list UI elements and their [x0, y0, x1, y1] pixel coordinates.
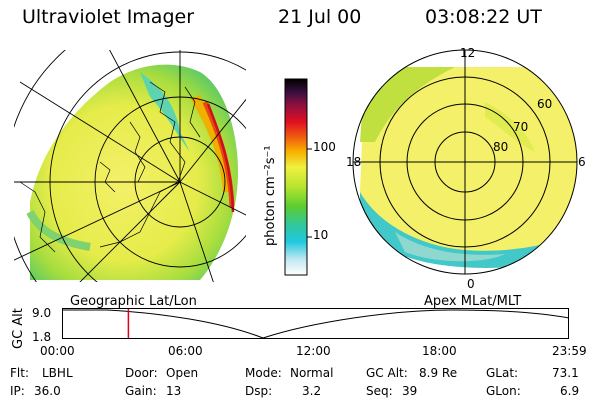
flt-value: LBHL: [42, 366, 73, 380]
x-tick-2359: 23:59: [552, 344, 587, 358]
dsp-key: Dsp:: [245, 384, 273, 398]
polar-plot: [352, 49, 578, 275]
y-tick-bottom: 1.8: [32, 330, 52, 344]
mode-key: Mode:: [245, 366, 282, 380]
observation-date: 21 Jul 00: [278, 6, 362, 28]
glat-value: 73.1: [552, 366, 579, 380]
polar-label-mlt-18: 18: [346, 155, 362, 169]
gc-alt-value: 8.9 Re: [419, 366, 458, 380]
mode-value: Normal: [290, 366, 334, 380]
polar-label-mlt-0: 0: [467, 277, 475, 291]
instrument-title: Ultraviolet Imager: [22, 6, 195, 28]
ip-key: IP:: [10, 384, 25, 398]
polar-label-mlt-6: 6: [578, 155, 586, 169]
flt-key: Flt:: [10, 366, 29, 380]
colorbar-unit-label: photon cm⁻²s⁻¹: [263, 145, 278, 246]
gain-value: 13: [166, 384, 182, 398]
glon-value: 6.9: [560, 384, 580, 398]
door-key: Door:: [125, 366, 158, 380]
colorbar-tick-100: 100: [313, 140, 336, 154]
x-tick-1200: 12:00: [296, 344, 331, 358]
gc-alt-key: GC Alt:: [366, 366, 408, 380]
geographic-image: [14, 50, 246, 282]
ip-value: 36.0: [34, 384, 61, 398]
y-tick-top: 9.0: [32, 306, 52, 320]
polar-label-mlat-60: 60: [537, 97, 553, 111]
polar-label-mlt-12: 12: [460, 46, 476, 60]
polar-label-mlat-80: 80: [493, 140, 509, 154]
gain-key: Gain:: [125, 384, 157, 398]
geographic-label: Geographic Lat/Lon: [70, 294, 197, 309]
glat-key: GLat:: [486, 366, 519, 380]
colorbar-tick-10: 10: [313, 228, 329, 242]
timeline-chart: [62, 308, 570, 339]
observation-time: 03:08:22 UT: [425, 6, 542, 28]
colorbar: [284, 78, 312, 276]
y-axis-label: GC Alt: [11, 308, 26, 349]
glon-key: GLon:: [486, 384, 521, 398]
door-value: Open: [166, 366, 199, 380]
seq-value: 39: [402, 384, 418, 398]
dsp-value: 3.2: [302, 384, 322, 398]
x-tick-1800: 18:00: [422, 344, 457, 358]
polar-label-mlat-70: 70: [513, 120, 529, 134]
x-tick-0600: 06:00: [168, 344, 203, 358]
seq-key: Seq:: [366, 384, 393, 398]
apex-label: Apex MLat/MLT: [424, 294, 522, 309]
x-tick-0000: 00:00: [40, 344, 75, 358]
